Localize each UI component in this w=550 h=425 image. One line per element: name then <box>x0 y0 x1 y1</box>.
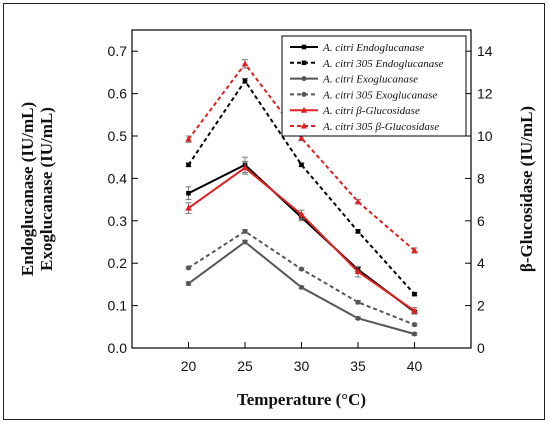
data-point <box>298 134 305 141</box>
legend-label: A. citri 305 Endoglucanase <box>322 58 443 70</box>
series-1 <box>185 77 418 297</box>
legend-marker <box>301 91 307 97</box>
series-layer <box>185 59 418 337</box>
right-tick-label: 6 <box>477 213 485 229</box>
left-tick-label: 0.7 <box>108 43 128 59</box>
data-point <box>241 60 249 67</box>
right-tick-label: 8 <box>477 170 485 186</box>
left-tick-label: 0.3 <box>108 213 128 229</box>
data-point <box>411 246 418 253</box>
left-tick-label: 0.4 <box>108 170 128 186</box>
right-tick-label: 4 <box>477 255 485 271</box>
series-2 <box>185 239 418 337</box>
series-line <box>187 62 416 252</box>
data-point <box>412 331 417 337</box>
x-tick-label: 35 <box>350 358 366 374</box>
data-point <box>186 190 191 196</box>
right-tick-label: 0 <box>477 340 485 356</box>
x-tick-label: 20 <box>181 358 197 374</box>
legend-label: A. citri β-Glucosidase <box>322 105 420 117</box>
x-tick-label: 25 <box>237 358 253 374</box>
legend-marker <box>300 106 308 113</box>
data-point <box>242 78 248 84</box>
data-point <box>242 228 248 234</box>
series-line <box>187 79 416 295</box>
right-axis-ticks: 0 2 4 6 8 10 12 14 <box>465 43 493 356</box>
y-axis-title-left-2: Exoglucanase (IU/mL) <box>37 107 56 271</box>
data-point <box>299 284 304 290</box>
y-axis-title-left-1: Endoglucanase (IU/mL) <box>18 102 37 276</box>
y-axis-title-right: β-Glucosidase (IU/mL) <box>517 106 536 272</box>
x-axis-ticks: 20 25 30 35 40 <box>181 342 423 374</box>
data-point <box>354 198 362 205</box>
data-point <box>299 162 304 168</box>
legend-marker <box>301 76 307 82</box>
legend-marker <box>301 60 307 66</box>
legend-marker <box>300 122 308 129</box>
left-tick-label: 0.0 <box>108 340 128 356</box>
left-axis-ticks: 0.0 0.1 0.2 0.3 0.4 0.5 0.6 0.7 <box>108 43 138 356</box>
x-tick-label: 40 <box>407 358 423 374</box>
data-point <box>298 210 305 217</box>
data-point <box>412 322 417 328</box>
legend-label: A. citri Endoglucanase <box>322 42 424 54</box>
series-line <box>187 230 415 326</box>
left-tick-label: 0.1 <box>108 298 128 314</box>
x-tick-label: 30 <box>294 358 310 374</box>
left-tick-label: 0.5 <box>108 128 128 144</box>
data-point <box>299 266 304 272</box>
data-point <box>355 299 361 305</box>
data-point <box>242 239 248 245</box>
legend-box <box>281 35 467 137</box>
data-point <box>412 291 417 297</box>
left-tick-label: 0.2 <box>108 255 128 271</box>
x-axis-title: Temperature (°C) <box>237 390 366 409</box>
series-0 <box>185 156 418 315</box>
legend: A. citri Endoglucanase A. citri 305 Endog… <box>281 35 467 137</box>
series-3 <box>185 228 418 328</box>
data-point <box>185 204 192 211</box>
right-tick-label: 2 <box>477 298 485 314</box>
data-point <box>355 229 361 234</box>
data-point <box>411 307 418 314</box>
data-point <box>355 315 361 321</box>
series-line <box>188 163 416 313</box>
legend-label: A. citri Exoglucanase <box>322 74 418 86</box>
right-tick-label: 14 <box>477 43 493 59</box>
left-tick-label: 0.6 <box>108 86 128 102</box>
legend-label: A. citri 305 β-Glucosidase <box>322 121 439 133</box>
right-tick-label: 12 <box>477 86 493 102</box>
series-4 <box>185 160 418 315</box>
data-point <box>354 268 362 275</box>
data-point <box>186 265 191 271</box>
data-point <box>241 164 249 171</box>
data-point <box>185 135 192 142</box>
legend-marker <box>301 44 307 50</box>
right-tick-label: 10 <box>477 128 493 144</box>
legend-label: A. citri 305 Exoglucanase <box>322 89 437 101</box>
data-point <box>186 162 191 168</box>
data-point <box>186 281 191 287</box>
